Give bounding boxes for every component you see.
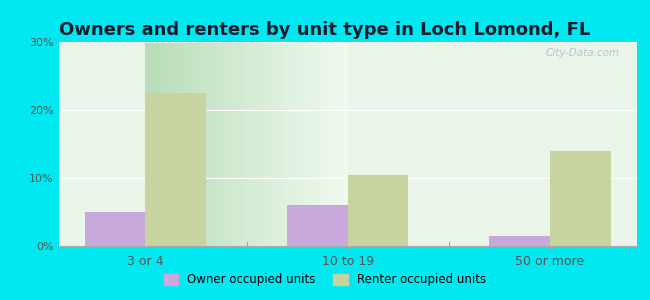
Bar	[287, 205, 348, 246]
Bar	[146, 93, 206, 246]
Bar	[550, 151, 611, 246]
Bar	[348, 175, 408, 246]
Text: Owners and renters by unit type in Loch Lomond, FL: Owners and renters by unit type in Loch …	[59, 21, 591, 39]
Bar	[489, 236, 550, 246]
Text: City-Data.com: City-Data.com	[545, 48, 619, 58]
Bar	[84, 212, 146, 246]
Legend: Owner occupied units, Renter occupied units: Owner occupied units, Renter occupied un…	[159, 269, 491, 291]
